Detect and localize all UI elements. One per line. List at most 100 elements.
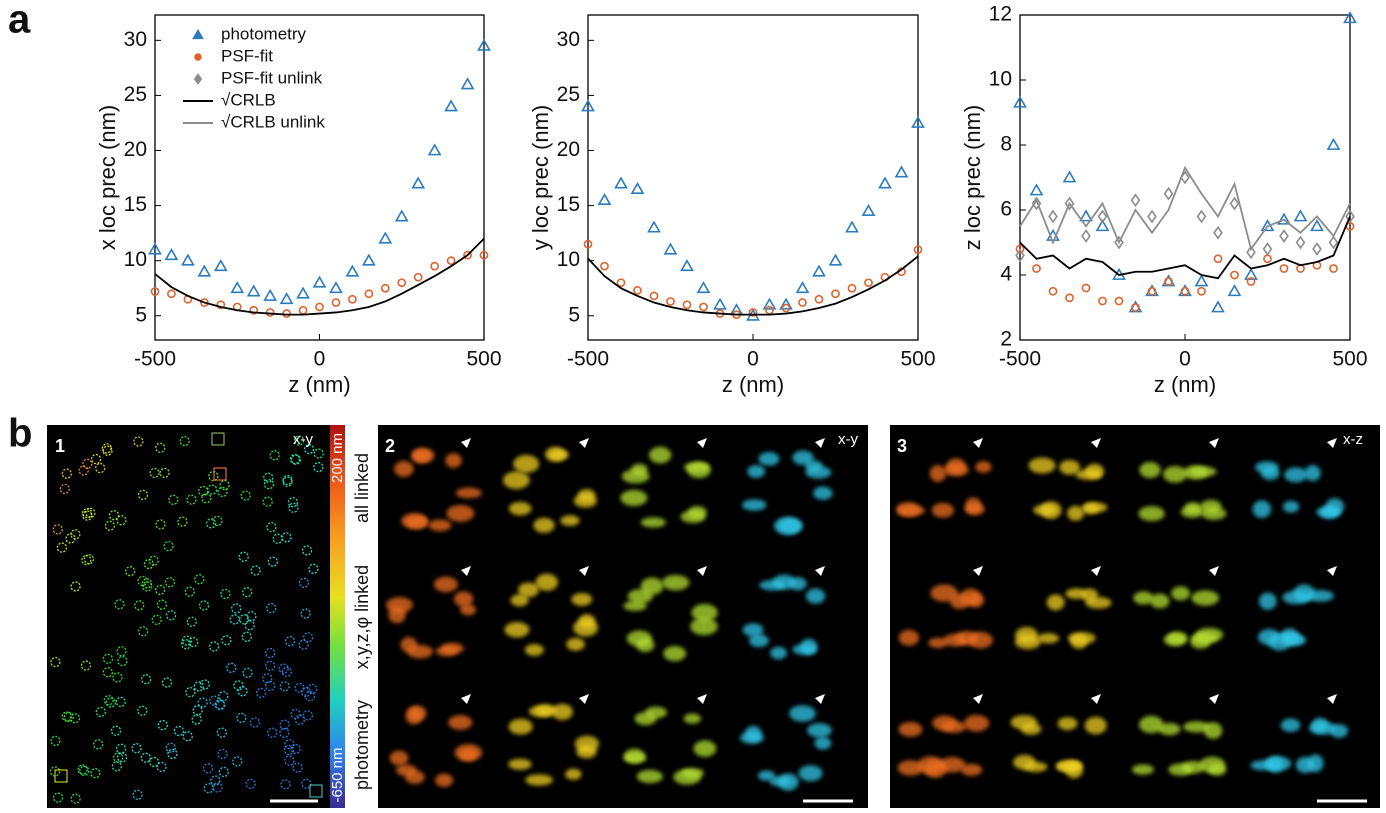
roi-box <box>213 467 227 481</box>
arrowhead <box>973 566 983 576</box>
colorbar <box>330 425 345 808</box>
pore <box>125 566 136 577</box>
marker-circle <box>765 305 774 315</box>
marker-circle <box>847 283 857 293</box>
series-line <box>587 255 919 316</box>
blob <box>1139 715 1164 734</box>
marker-circle <box>430 261 440 271</box>
y-axis-label: z loc prec (nm) <box>960 105 985 250</box>
marker-circle <box>600 261 609 271</box>
pore <box>201 492 212 504</box>
row-label: photometry <box>352 700 372 790</box>
plot-frame <box>1019 14 1351 341</box>
blob <box>1014 634 1041 650</box>
marker-circle <box>682 300 692 310</box>
marker-triangle <box>713 297 727 310</box>
legend-label: √CRLB <box>221 90 276 109</box>
blob <box>448 715 473 730</box>
pore <box>155 584 166 596</box>
pore <box>186 616 197 627</box>
marker-triangle <box>630 181 645 194</box>
blob <box>565 768 582 780</box>
pore <box>80 660 92 671</box>
pore <box>159 467 170 479</box>
blob <box>1282 590 1311 605</box>
marker-triangle <box>1227 284 1242 297</box>
blob <box>636 769 663 784</box>
y-tick-label: 25 <box>557 83 580 106</box>
pore <box>210 775 221 786</box>
pore <box>56 542 68 553</box>
blob <box>1158 723 1181 736</box>
marker-circle <box>1131 303 1140 312</box>
pore <box>90 453 102 465</box>
x-tick-label: 0 <box>314 348 326 371</box>
arrowhead <box>579 566 589 576</box>
pore <box>185 686 196 698</box>
blob <box>401 513 428 529</box>
legend-label: √CRLB unlink <box>221 112 325 131</box>
blob <box>1075 469 1102 480</box>
y-tick-label: 25 <box>124 83 147 106</box>
marker-triangle <box>1293 209 1308 222</box>
pore <box>137 575 148 587</box>
pore <box>93 739 104 750</box>
arrowhead <box>579 694 589 704</box>
arrowhead <box>815 438 825 448</box>
pore <box>203 783 214 794</box>
legend-marker <box>194 53 202 61</box>
marker-circle <box>265 308 275 317</box>
pore <box>217 486 228 498</box>
blob <box>549 449 569 461</box>
blob <box>577 489 596 502</box>
blob <box>1057 717 1078 731</box>
marker-circle <box>315 302 324 312</box>
blob <box>640 577 664 595</box>
marker-triangle <box>1079 209 1093 222</box>
marker-triangle <box>762 297 777 310</box>
blob <box>792 644 817 655</box>
arrowhead <box>697 438 707 448</box>
marker-diamond <box>1213 225 1223 240</box>
y-tick-label: 10 <box>124 248 147 271</box>
pore <box>220 588 231 600</box>
legend-marker <box>192 28 204 40</box>
blob <box>683 713 701 724</box>
blob <box>1282 500 1300 513</box>
marker-triangle <box>696 281 711 294</box>
marker-triangle <box>181 253 195 266</box>
blob <box>1085 596 1112 609</box>
marker-triangle <box>361 253 376 266</box>
blob <box>1183 465 1209 480</box>
pore <box>181 635 192 646</box>
pore <box>101 443 112 454</box>
pore <box>112 672 123 683</box>
pore <box>134 600 145 611</box>
plot-frame <box>154 14 485 341</box>
blob <box>1046 594 1065 611</box>
arrowhead <box>461 694 471 704</box>
pore <box>272 533 283 544</box>
arrowhead <box>1091 566 1101 576</box>
marker-circle <box>1065 293 1074 303</box>
blob <box>1311 717 1329 733</box>
marker-triangle <box>614 176 628 189</box>
pore <box>90 768 101 779</box>
pore <box>137 705 148 716</box>
pore <box>173 725 185 737</box>
blob <box>805 588 826 604</box>
y-tick-label: 30 <box>557 28 580 51</box>
marker-circle <box>1197 286 1206 296</box>
pore <box>280 779 291 790</box>
pore <box>50 735 61 747</box>
pore <box>78 465 89 476</box>
marker-diamond <box>1097 209 1108 224</box>
pore <box>218 690 229 702</box>
blob <box>502 471 530 490</box>
blob <box>949 593 970 610</box>
blob <box>1191 632 1219 644</box>
pore <box>263 472 274 483</box>
marker-circle <box>616 278 626 288</box>
marker-triangle <box>164 248 179 261</box>
blob <box>1056 761 1081 772</box>
